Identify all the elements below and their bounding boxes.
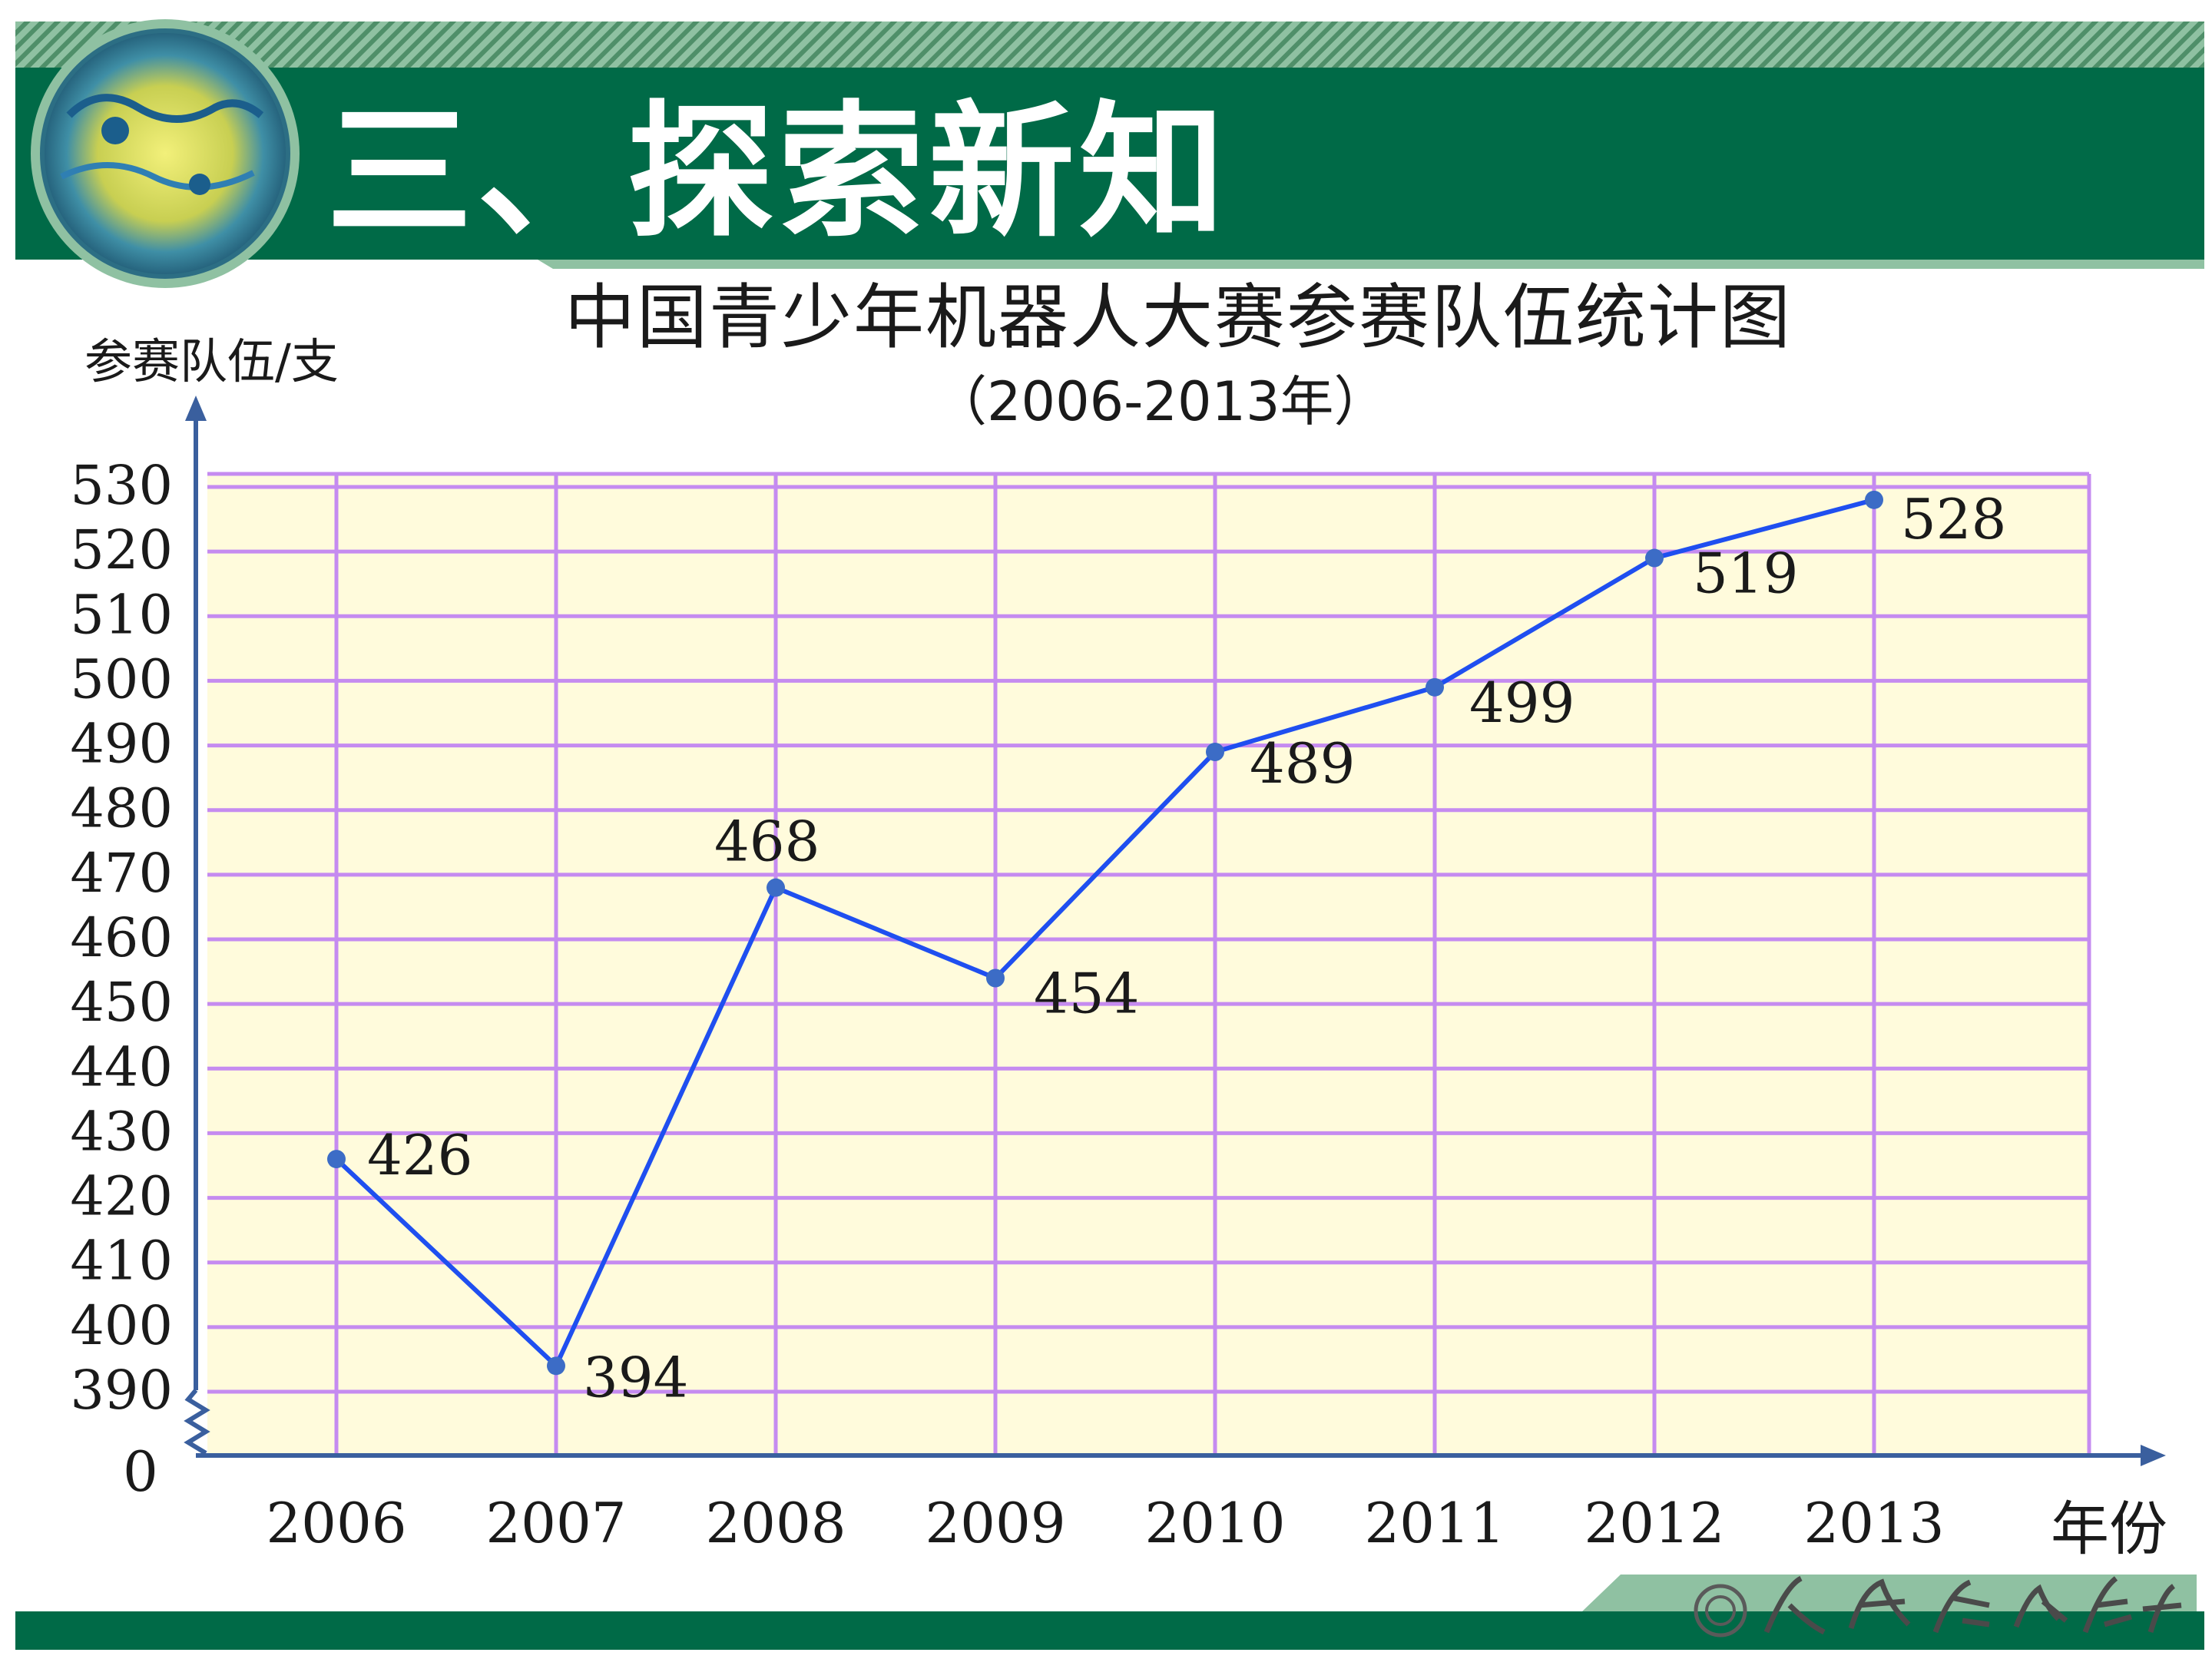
series-polyline	[334, 497, 1875, 1369]
publisher-mark-2	[1848, 1578, 1911, 1630]
data-point-2011	[1426, 677, 1444, 697]
x-tick-2008: 2008	[705, 1491, 846, 1555]
data-label-2007: 394	[583, 1345, 688, 1409]
x-tick-2011: 2011	[1364, 1491, 1505, 1555]
footer-band	[15, 1575, 2204, 1650]
header-bar	[15, 68, 2204, 260]
data-label-2009: 454	[1034, 961, 1139, 1025]
y-tick-450: 450	[70, 971, 173, 1034]
chart-title: 中国青少年机器人大赛参赛队伍统计图	[565, 276, 1793, 359]
header-stripe	[15, 22, 2204, 68]
plot-area	[207, 472, 2091, 1455]
data-label-2006: 426	[367, 1123, 472, 1187]
y-tick-420: 420	[70, 1165, 173, 1228]
y-tick-490: 490	[70, 713, 173, 776]
data-label-2011: 499	[1469, 671, 1575, 735]
publisher-mark-3	[1932, 1579, 1990, 1634]
y-axis-label: 参赛队伍/支	[84, 333, 339, 389]
axes	[184, 396, 2166, 1466]
data-point-2008	[767, 878, 785, 897]
y-tick-430: 430	[70, 1100, 173, 1163]
x-tick-2006: 2006	[266, 1491, 406, 1555]
series-line	[334, 497, 1875, 1369]
data-point-2007	[547, 1356, 565, 1376]
y-tick-510: 510	[70, 583, 173, 646]
data-point-2009	[986, 969, 1005, 988]
data-points	[327, 490, 1883, 1376]
data-label-2013: 528	[1901, 487, 2006, 551]
y-tick-480: 480	[70, 777, 173, 840]
page-title: 三、探索新知	[326, 88, 1230, 257]
grid-lines	[207, 472, 2091, 1455]
plot-background	[207, 474, 2089, 1455]
y-tick-labels: 3904004104204304404504604704804905005105…	[70, 454, 173, 1422]
x-tick-2010: 2010	[1144, 1491, 1285, 1555]
data-point-2012	[1645, 548, 1664, 568]
x-tick-2007: 2007	[485, 1491, 626, 1555]
data-label-2008: 468	[714, 810, 820, 874]
x-tick-labels: 2006 2007 2008 2009 2010 2011 2012 2013	[266, 1491, 1944, 1555]
y-axis-arrow-icon	[185, 396, 207, 421]
publisher-mark-5	[2082, 1576, 2132, 1634]
y-tick-390: 390	[70, 1359, 173, 1422]
y-tick-470: 470	[70, 842, 173, 905]
publisher-mark-6	[2142, 1584, 2182, 1634]
x-tick-2013: 2013	[1803, 1491, 1944, 1555]
y-tick-500: 500	[70, 647, 173, 710]
y-tick-440: 440	[70, 1035, 173, 1098]
data-labels: 426 394 468 454 489 499 519 528	[367, 487, 2006, 1410]
x-tick-2012: 2012	[1584, 1491, 1724, 1555]
chart-subtitle: （2006-2013年）	[933, 370, 1388, 433]
x-axis-arrow-icon	[2141, 1445, 2166, 1466]
y-tick-410: 410	[70, 1230, 173, 1293]
y-tick-460: 460	[70, 906, 173, 969]
y-tick-520: 520	[70, 518, 173, 581]
footer-bar	[15, 1611, 2204, 1650]
publisher-mark-1	[1763, 1575, 1826, 1635]
logo-badge-icon	[31, 19, 300, 288]
y-tick-400: 400	[70, 1294, 173, 1357]
data-point-2013	[1865, 490, 1883, 509]
publisher-seal-icon	[1694, 1584, 1747, 1637]
x-axis-label: 年份	[2051, 1495, 2167, 1563]
header-underline	[538, 260, 2204, 269]
data-label-2012: 519	[1693, 541, 1798, 606]
axis-break-icon	[184, 1389, 210, 1455]
header-band	[15, 19, 2204, 288]
x-tick-2009: 2009	[925, 1491, 1065, 1555]
data-point-2006	[327, 1150, 346, 1169]
publisher-mark-4	[2013, 1584, 2068, 1628]
y-axis-zero-label: 0	[123, 1439, 158, 1504]
data-point-2010	[1206, 742, 1224, 761]
y-tick-530: 530	[70, 454, 173, 517]
data-label-2010: 489	[1250, 731, 1355, 796]
